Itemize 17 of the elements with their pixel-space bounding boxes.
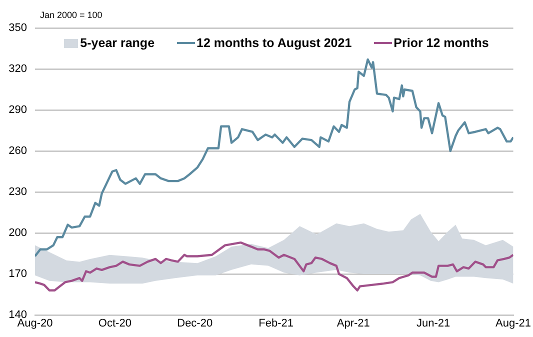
x-tick-label: Oct-20 bbox=[98, 318, 132, 330]
y-tick-label: 230 bbox=[8, 186, 27, 198]
x-tick-label: Dec-20 bbox=[177, 318, 213, 330]
legend-label: Prior 12 months bbox=[394, 36, 489, 50]
y-tick-label: 290 bbox=[8, 104, 27, 116]
y-tick-label: 200 bbox=[8, 227, 27, 240]
text: Jan 2000 = 100 bbox=[40, 10, 102, 20]
x-tick-label: Aug-21 bbox=[496, 318, 532, 330]
y-tick-label: 320 bbox=[8, 63, 27, 76]
y-tick-label: 170 bbox=[8, 268, 27, 280]
legend-label: 5-year range bbox=[80, 36, 155, 50]
y-tick-label: 350 bbox=[8, 22, 27, 34]
x-tick-label: Apr-21 bbox=[336, 318, 370, 330]
x-tick-label: Jun-21 bbox=[416, 318, 450, 330]
legend-label: 12 months to August 2021 bbox=[196, 36, 352, 50]
x-tick-label: Feb-21 bbox=[258, 318, 294, 330]
y-tick-label: 260 bbox=[8, 145, 27, 158]
